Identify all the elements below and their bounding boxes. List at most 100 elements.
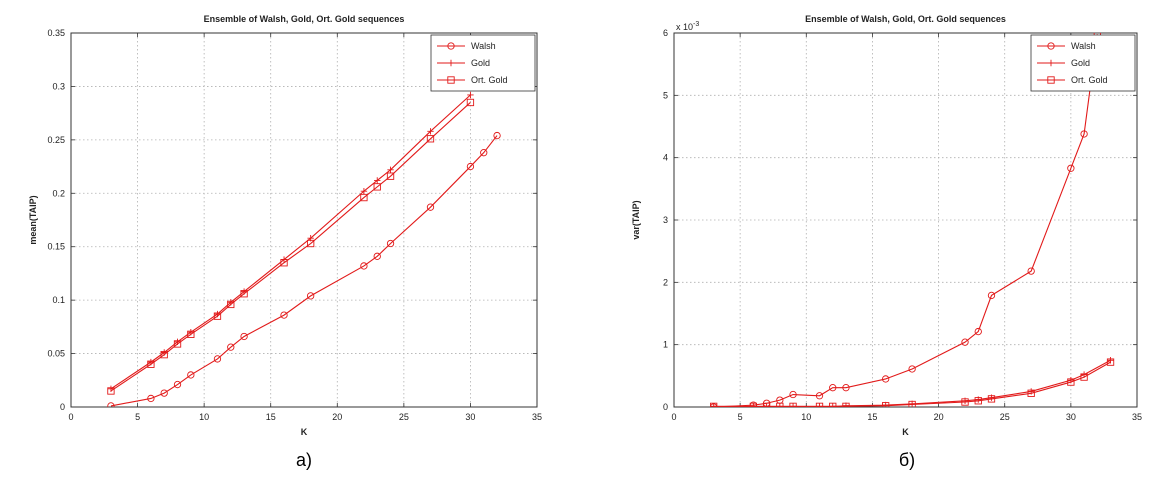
data-point-square	[447, 76, 455, 84]
data-point-plus	[447, 59, 455, 67]
data-point-square	[829, 402, 837, 407]
legend-entry: Ort. Gold	[1071, 75, 1108, 85]
legend-entry: Walsh	[471, 41, 496, 51]
data-point-circle	[882, 375, 890, 383]
y-tick-label: 2	[663, 277, 668, 287]
data-point-circle	[447, 42, 455, 50]
x-tick-label: 10	[801, 412, 811, 422]
plot-frame	[70, 32, 538, 408]
y-tick-label: 4	[663, 153, 668, 163]
data-point-square	[213, 312, 222, 320]
x-tick-label: 30	[1066, 412, 1076, 422]
y-tick-label: 5	[663, 90, 668, 100]
data-point-circle	[480, 149, 488, 157]
data-point-circle	[961, 338, 969, 346]
x-tick-label: 30	[465, 412, 475, 422]
series-line	[110, 102, 471, 392]
x-tick-label: 35	[1132, 412, 1142, 422]
x-tick-label: 0	[68, 412, 73, 422]
data-point-square	[360, 193, 368, 202]
data-point-square	[147, 360, 155, 368]
x-tick-label: 35	[532, 412, 542, 422]
x-tick-label: 20	[332, 412, 342, 422]
data-point-square	[240, 290, 248, 298]
data-point-circle	[1067, 164, 1075, 172]
y-tick-label: 3	[663, 215, 668, 225]
y-tick-label: 0.15	[47, 242, 65, 252]
data-point-plus	[467, 91, 474, 99]
data-point-circle	[1047, 42, 1055, 50]
data-point-square	[107, 387, 115, 395]
y-tick-label: 0.35	[47, 28, 65, 38]
data-point-circle	[213, 355, 222, 363]
data-point-square	[227, 300, 235, 309]
y-tick-label: 6	[663, 28, 668, 38]
data-point-square	[815, 402, 824, 407]
y-tick-label: 1	[663, 340, 668, 350]
figure-caption: а)	[296, 450, 312, 470]
x-tick-label: 5	[738, 412, 743, 422]
data-point-square	[749, 402, 758, 407]
data-point-plus	[427, 128, 434, 135]
data-point-square	[1106, 358, 1115, 366]
series-line	[713, 361, 1111, 407]
plot-frame	[673, 32, 1138, 408]
legend-entry: Gold	[1071, 58, 1090, 68]
data-point-square	[373, 183, 381, 191]
y-exponent-power: -3	[693, 21, 699, 28]
data-point-circle	[789, 390, 797, 399]
data-point-square	[974, 397, 982, 405]
series-ort-gold	[710, 358, 1115, 407]
x-axis-label: K	[902, 427, 909, 437]
data-point-circle	[815, 392, 824, 400]
x-tick-label: 15	[867, 412, 877, 422]
data-point-square	[987, 395, 996, 403]
data-point-circle	[842, 384, 850, 392]
legend-entry: Ort. Gold	[471, 75, 508, 85]
y-tick-label: 0.3	[52, 81, 65, 91]
data-point-square	[386, 172, 395, 180]
data-point-circle	[426, 203, 435, 211]
y-tick-label: 0	[60, 402, 65, 412]
data-point-circle	[107, 402, 115, 407]
data-point-circle	[1027, 267, 1035, 275]
data-point-circle	[173, 380, 182, 389]
series-walsh	[107, 131, 501, 407]
x-axis-label: K	[301, 427, 308, 437]
data-point-square	[1080, 373, 1088, 381]
data-point-square	[187, 330, 195, 338]
x-tick-label: 20	[934, 412, 944, 422]
data-point-square	[762, 402, 771, 407]
chart-2: 0 5 10 15 20 25 30 35 0 1 2 3 4 5 6 Ensemble of Walsh, …	[631, 14, 1142, 437]
chart-1: 0 5 10 15 20 25 30 35 0 0.05 0.1 0.15 0.2 0.25 0.3 0.35…	[28, 14, 542, 437]
data-point-circle	[280, 311, 288, 319]
data-point-plus	[1047, 59, 1055, 67]
data-point-circle	[240, 332, 248, 341]
data-point-square	[882, 402, 890, 407]
data-point-square	[307, 239, 315, 248]
chart-title: Ensemble of Walsh, Gold, Ort. Gold seque…	[204, 14, 405, 24]
x-tick-label: 25	[1000, 412, 1010, 422]
y-tick-label: 0.2	[52, 188, 65, 198]
chart-title: Ensemble of Walsh, Gold, Ort. Gold seque…	[805, 14, 1006, 24]
legend-entry: Walsh	[1071, 41, 1096, 51]
data-point-square	[908, 400, 916, 407]
x-tick-label: 25	[399, 412, 409, 422]
data-point-circle	[147, 394, 155, 403]
data-point-square	[961, 398, 969, 406]
y-tick-label: 0.25	[47, 135, 65, 145]
y-tick-label: 0.1	[52, 295, 65, 305]
data-point-circle	[466, 162, 475, 171]
data-point-circle	[360, 262, 368, 270]
data-point-square	[426, 135, 435, 143]
x-tick-label: 10	[199, 412, 209, 422]
y-exponent-label: x 10-3	[676, 21, 699, 32]
data-point-circle	[386, 239, 395, 248]
data-point-square	[842, 402, 850, 407]
data-point-square	[1067, 378, 1075, 386]
legend: Walsh Gold Ort. Gold	[430, 34, 536, 92]
data-point-circle	[160, 389, 168, 397]
series-line	[110, 135, 498, 407]
data-point-circle	[908, 365, 916, 373]
